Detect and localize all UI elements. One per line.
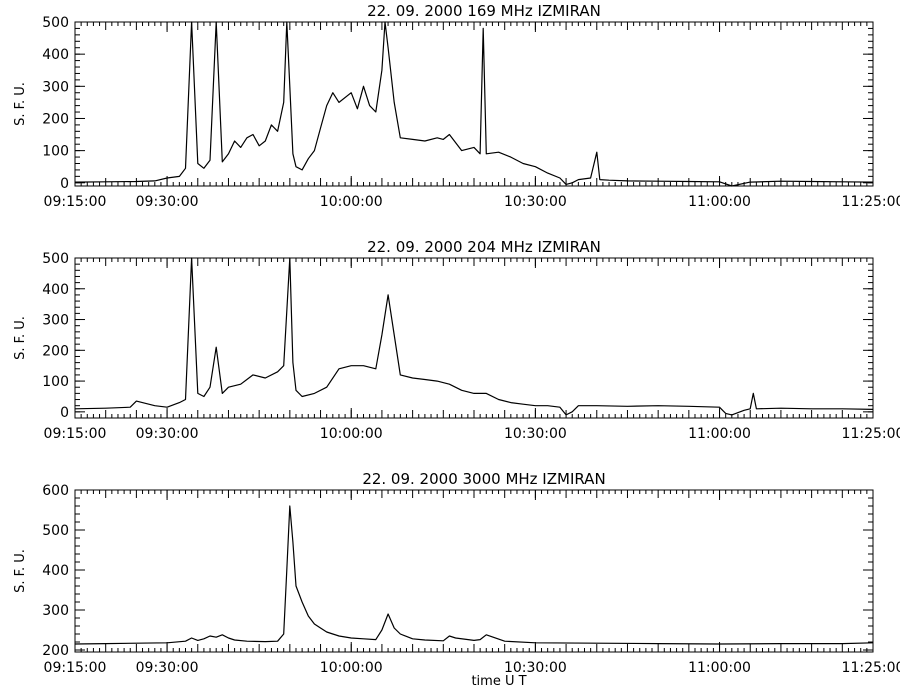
y-tick-label: 400 xyxy=(42,282,69,298)
y-tick-label: 600 xyxy=(42,483,69,499)
y-tick-label: 200 xyxy=(42,343,69,359)
x-tick-label: 10:30:00 xyxy=(504,660,567,676)
x-tick-label: 09:30:00 xyxy=(136,426,199,442)
y-tick-label: 400 xyxy=(42,47,69,63)
series-line-1 xyxy=(74,257,874,416)
x-tick-label: 09:30:00 xyxy=(136,660,199,676)
y-axis-label: S. F. U. xyxy=(13,316,28,360)
chart-panel-1: 22. 09. 2000 169 MHz IZMIRAN S. F. U. 0 100… xyxy=(13,2,900,210)
x-tick-label: 09:30:00 xyxy=(136,194,199,210)
x-tick-label: 10:30:00 xyxy=(504,194,567,210)
y-tick-label: 200 xyxy=(42,111,69,127)
y-tick-label: 400 xyxy=(42,563,69,579)
x-tick-label: 09:15:00 xyxy=(44,660,107,676)
x-axis-label: time U T xyxy=(471,674,526,689)
series-line-1 xyxy=(74,505,874,645)
series-line-1 xyxy=(74,21,874,187)
chart-title: 22. 09. 2000 169 MHz IZMIRAN xyxy=(367,2,601,20)
x-tick-label: 11:00:00 xyxy=(688,426,751,442)
y-tick-label: 500 xyxy=(42,15,69,31)
x-tick-label: 11:25:00 xyxy=(842,194,900,210)
y-tick-label: 0 xyxy=(60,405,69,421)
y-tick-label: 0 xyxy=(60,176,69,192)
x-tick-label: 10:30:00 xyxy=(504,426,567,442)
y-axis-label: S. F. U. xyxy=(13,82,28,126)
chart-panel-2: 22. 09. 2000 204 MHz IZMIRAN S. F. U. 0 100… xyxy=(13,238,900,442)
y-tick-label: 300 xyxy=(42,313,69,329)
y-tick-label: 300 xyxy=(42,603,69,619)
y-tick-label: 200 xyxy=(42,643,69,659)
y-tick-label: 100 xyxy=(42,374,69,390)
y-tick-label: 500 xyxy=(42,251,69,267)
chart-title: 22. 09. 2000 3000 MHz IZMIRAN xyxy=(362,470,605,488)
x-tick-label: 10:00:00 xyxy=(320,194,383,210)
chart-panel-3: 22. 09. 2000 3000 MHz IZMIRAN S. F. U. 200… xyxy=(13,470,900,689)
x-tick-label: 11:00:00 xyxy=(688,194,751,210)
x-tick-label: 10:00:00 xyxy=(320,660,383,676)
chart-title: 22. 09. 2000 204 MHz IZMIRAN xyxy=(367,238,601,256)
x-tick-label: 11:25:00 xyxy=(842,426,900,442)
y-tick-label: 100 xyxy=(42,144,69,160)
x-tick-label: 11:25:00 xyxy=(842,660,900,676)
x-tick-label: 10:00:00 xyxy=(320,426,383,442)
x-tick-label: 09:15:00 xyxy=(44,194,107,210)
x-tick-label: 09:15:00 xyxy=(44,426,107,442)
y-tick-label: 300 xyxy=(42,79,69,95)
x-tick-label: 11:00:00 xyxy=(688,660,751,676)
y-tick-label: 500 xyxy=(42,523,69,539)
y-axis-label: S. F. U. xyxy=(13,549,28,593)
plot-frame xyxy=(74,489,874,653)
